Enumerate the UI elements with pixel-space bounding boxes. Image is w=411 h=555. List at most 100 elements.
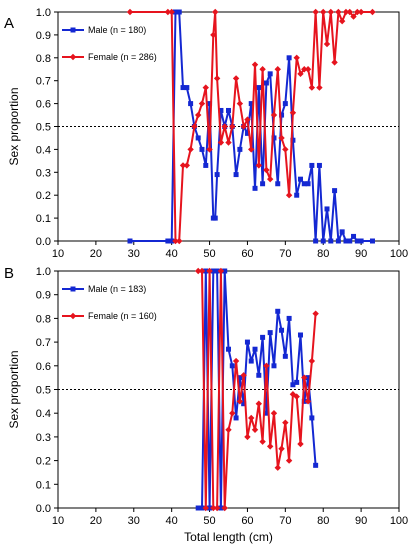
- panel-b-x-tick-label: 80: [317, 515, 329, 527]
- panel-b-series-female-point: [217, 267, 225, 275]
- panel-b-series-male-point: [199, 505, 205, 511]
- panel-b-legend-male-label: Male (n = 183): [88, 284, 146, 294]
- panel-b: 10 20 30 40 50 60 70 80 90 100 0.0 0.1 0.2 0.3 0.4 0.5 0…: [7, 266, 408, 544]
- panel-b-series-male-point: [226, 346, 231, 352]
- panel-a-series-male-point: [203, 162, 209, 168]
- panel-a-series-female-point: [266, 175, 274, 183]
- panel-b-series-male-point: [309, 415, 315, 421]
- panel-a-series-male-point: [290, 137, 296, 143]
- panel-b-series-female-point: [255, 400, 263, 407]
- panel-b-series-female-point: [270, 410, 278, 417]
- panel-b-series-female-point: [251, 426, 259, 433]
- panel-b-series-female-point: [240, 372, 247, 379]
- panel-a-series-male-point: [172, 9, 178, 15]
- panel-b-x-tick-label: 100: [390, 515, 408, 527]
- panel-a-series-female-point: [168, 8, 175, 16]
- panel-a-series-male-point: [263, 80, 269, 86]
- panel-b-series-female-point: [285, 457, 293, 464]
- panel-a-series-female-point: [259, 66, 266, 73]
- panel-a-y-tick-label: 0.3: [36, 167, 51, 179]
- panel-a-series-male-point: [226, 107, 231, 113]
- panel-b-series-female: [194, 267, 319, 512]
- panel-a-series-female-point: [312, 8, 319, 16]
- panel-b-series-female-point: [248, 414, 255, 422]
- panel-a-series-male-point: [248, 101, 254, 107]
- panel-a-series-female-point: [270, 111, 278, 119]
- panel-b-x-tick-label: 50: [203, 515, 215, 527]
- panel-b-series-male-point: [305, 375, 311, 381]
- panel-a-series-female-point: [191, 123, 198, 130]
- panel-b-series-female-point: [213, 504, 221, 512]
- panel-b-series-female-point: [293, 393, 300, 400]
- panel-a-series-male-point: [127, 238, 133, 244]
- panel-a-x-tick-label: 10: [52, 248, 64, 260]
- panel-b-legend-female-swatch-marker: [69, 312, 77, 320]
- panel-a: 10 20 30 40 50 60 70 80 90 100 0.0 0.1 0.2 0.3 0.4 0.5 0…: [7, 7, 408, 260]
- panel-b-series-male-point: [229, 363, 235, 369]
- panel-a-series-female-point: [357, 8, 365, 16]
- panel-b-y-axis-label: Sex proportion: [7, 350, 21, 428]
- panel-a-series-female-point: [176, 237, 183, 245]
- panel-a-series-female-point: [187, 146, 194, 153]
- panel-a-series-male-point: [244, 130, 250, 136]
- panel-a-series-female-point: [240, 123, 247, 130]
- panel-b-letter: B: [4, 265, 14, 282]
- panel-b-series-female-point: [232, 357, 240, 365]
- panel-a-series-female-point: [320, 8, 327, 16]
- panel-b-y-tick-label: 0.9: [36, 290, 51, 302]
- panel-a-series-female-point: [194, 111, 202, 119]
- panel-a-series-male-point: [294, 192, 300, 198]
- panel-a-series-male-point: [320, 238, 326, 244]
- panel-a-series-male-point: [347, 238, 353, 244]
- panel-b-y-tick-label: 0.3: [36, 432, 51, 444]
- panel-a-legend-male-label: Male (n = 180): [88, 25, 146, 35]
- panel-a-series-male-point: [184, 85, 190, 91]
- panel-b-series-male: [195, 268, 319, 511]
- panel-b-series-male-point: [207, 505, 213, 511]
- panel-b-series-female-point: [206, 267, 213, 275]
- panel-b-x-tick-label: 40: [166, 515, 178, 527]
- panel-b-series-female-point: [301, 374, 308, 381]
- panel-b-series-female-point: [210, 504, 217, 512]
- panel-a-series-male-point: [188, 101, 194, 107]
- panel-a-series-male-point: [260, 181, 266, 187]
- panel-b-legend-female-label: Female (n = 160): [88, 311, 157, 321]
- panel-b-series-male-point: [233, 415, 239, 421]
- panel-a-series-male-point: [369, 238, 375, 244]
- panel-a-series-male-point: [301, 181, 307, 187]
- panel-a-series-male-point: [305, 181, 311, 187]
- panel-a-series-female-point: [369, 8, 376, 16]
- panel-a-series-female-point: [308, 84, 316, 91]
- panel-b-series-female-point: [278, 445, 285, 452]
- panel-b-x-tick-label: 90: [355, 515, 367, 527]
- panel-a-x-tick-label: 50: [203, 248, 215, 260]
- panel-b-series-male-point: [297, 332, 303, 338]
- panel-b-legend-male-swatch-marker: [70, 286, 76, 292]
- panel-b-series-male-point: [222, 268, 228, 274]
- panel-a-x-tick-label: 80: [317, 248, 329, 260]
- panel-a-series-female-point: [354, 8, 361, 16]
- panel-a-series-female-point: [217, 139, 225, 146]
- panel-b-series-female-point: [229, 410, 236, 417]
- panel-a-series-female-point: [274, 66, 281, 73]
- panel-a-series-female-point: [232, 75, 240, 82]
- panel-a-series-female-point: [198, 100, 206, 107]
- panel-a-series-female-point: [172, 237, 179, 245]
- panel-b-series-female-point: [266, 443, 274, 450]
- panel-a-series-female-point: [335, 8, 342, 16]
- panel-a-series-male-point: [335, 238, 341, 244]
- panel-a-x-tick-label: 70: [279, 248, 291, 260]
- panel-b-series-male-point: [313, 462, 319, 468]
- panel-a-series-male-point: [339, 229, 345, 235]
- panel-a-series-female: [126, 8, 376, 245]
- panel-b-series-male-point: [275, 308, 281, 314]
- panel-a-series-female-point: [331, 59, 338, 66]
- panel-a-series-female-point: [350, 13, 357, 20]
- panel-a-series-male-point: [309, 162, 315, 168]
- panel-a-series-female-point: [251, 61, 259, 68]
- panel-a-series-female-point: [210, 31, 217, 39]
- panel-b-series-female-point: [312, 310, 319, 317]
- panel-a-series-female-point: [323, 40, 331, 48]
- panel-b-series-male-point: [279, 327, 285, 333]
